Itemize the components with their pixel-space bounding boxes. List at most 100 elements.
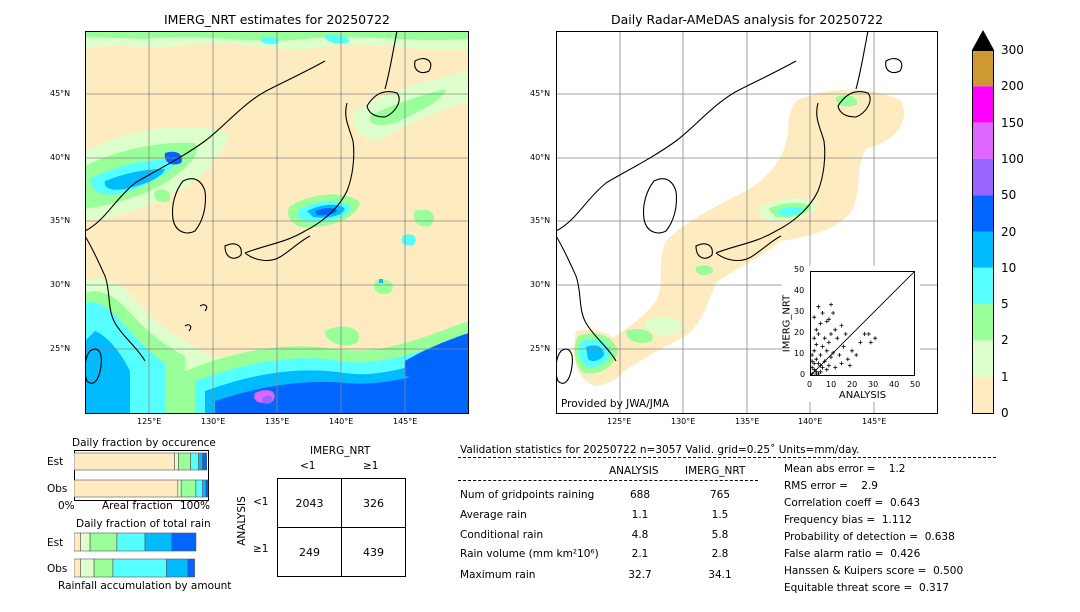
right-lat-label-30: 30°N [530, 280, 551, 289]
stacked-bar-segment [198, 452, 203, 471]
score-mae: Mean abs error = 1.2 [784, 463, 906, 475]
scatter-point [820, 365, 825, 370]
contingency-cell-false-alarm: 326 [341, 478, 406, 528]
scatter-point [829, 332, 833, 336]
scatter-point [833, 365, 838, 370]
scatter-point [841, 344, 846, 349]
scatter-point [826, 317, 831, 322]
stacked-bar-segment [190, 452, 199, 471]
stat-row-label-1: Average rain [460, 509, 527, 521]
scatter-xtick-50: 50 [910, 380, 921, 389]
scatter-point [822, 359, 827, 364]
stacked-bar-segment [202, 479, 207, 498]
colorbar-tick-label: 100 [1001, 151, 1024, 166]
right-lon-label-135: 135°E [735, 417, 760, 426]
left-lon-label-130: 130°E [201, 417, 226, 426]
stacked-bar-segment [177, 479, 182, 498]
scatter-point [839, 323, 844, 328]
scatter-xtick-40: 40 [889, 380, 900, 389]
scatter-ytick-40: 40 [794, 286, 805, 295]
scatter-point [866, 332, 871, 336]
total-est-label: Est [47, 537, 64, 549]
stacked-bar-segment [171, 532, 197, 552]
stat-row-label-0: Num of gridpoints raining [460, 489, 595, 501]
scatter-point [810, 353, 815, 357]
colorbar-tick-label: 50 [1001, 188, 1017, 203]
stacked-bar-segment [74, 479, 179, 498]
colorbar-segment [972, 50, 993, 87]
stacked-bar-segment [112, 558, 167, 578]
score-frequency-bias: Frequency bias = 1.112 [784, 514, 912, 526]
colorbar-segment [972, 86, 993, 123]
scatter-point [816, 304, 821, 309]
scatter-point [824, 319, 829, 324]
colorbar-segment [972, 304, 993, 341]
scatter-point [814, 327, 819, 332]
right-lon-label-130: 130°E [671, 417, 696, 426]
left-map [85, 31, 469, 414]
score-ets: Equitable threat score = 0.317 [784, 582, 950, 594]
stat-row-imerg-3: 2.8 [711, 548, 729, 560]
left-map-title: IMERG_NRT estimates for 20250722 [163, 12, 390, 27]
score-correlation: Correlation coeff = 0.643 [784, 497, 920, 509]
occurrence-axis-left: 0% [58, 500, 75, 512]
contingency-row-label: ANALYSIS [236, 496, 248, 546]
occurrence-obs-label: Obs [47, 483, 68, 495]
scatter-point [818, 321, 823, 326]
scatter-point [831, 350, 836, 355]
score-pod: Probability of detection = 0.638 [784, 531, 955, 543]
stacked-bar-segment [74, 452, 175, 471]
scatter-point [820, 311, 825, 315]
colorbar [972, 30, 994, 414]
contingency-col-lt: <1 [300, 460, 316, 472]
scatter-point [818, 369, 823, 374]
scatter-point [862, 332, 867, 336]
stat-row-label-3: Rain volume (mm km²10⁶) [460, 548, 599, 560]
left-lat-label-45: 45°N [50, 89, 71, 98]
scatter-xtick-30: 30 [868, 380, 879, 389]
colorbar-segment [972, 340, 993, 377]
scatter-point [839, 361, 844, 366]
left-lon-label-125: 125°E [137, 417, 162, 426]
scatter-point [845, 357, 850, 362]
right-lon-label-140: 140°E [798, 417, 823, 426]
stacked-bar-segment [89, 532, 118, 552]
colorbar-tick-label: 0 [1001, 406, 1009, 420]
total-caption: Rainfall accumulation by amount [58, 580, 232, 592]
scatter-point [850, 348, 854, 353]
scatter-point [843, 332, 848, 336]
scatter-point [835, 336, 840, 341]
stat-row-imerg-1: 1.5 [711, 509, 729, 521]
contingency-cell-miss: 249 [277, 527, 342, 577]
contingency-cell-hit: 439 [341, 527, 406, 577]
stat-row-analysis-4: 32.7 [628, 569, 652, 581]
data-credit: Provided by JWA/JMA [561, 398, 670, 410]
stacked-bar-segment [205, 479, 209, 498]
colorbar-tick-label: 300 [1001, 43, 1024, 57]
right-lon-label-125: 125°E [607, 417, 632, 426]
stacked-bar-segment [144, 532, 173, 552]
contingency-title: IMERG_NRT [310, 445, 371, 457]
validation-header: Validation statistics for 20250722 n=305… [460, 444, 860, 456]
contingency-cell-hit-none: 2043 [277, 478, 342, 528]
scatter-xtick-0: 0 [807, 380, 813, 389]
scatter-point [854, 353, 859, 357]
validation-subdivider [458, 480, 758, 481]
scatter-point [820, 344, 825, 349]
stat-row-analysis-2: 4.8 [631, 529, 649, 541]
scatter-point [814, 371, 819, 376]
colorbar-segment [972, 158, 993, 196]
left-lat-label-25: 25°N [50, 344, 71, 353]
scatter-xtick-20: 20 [847, 380, 858, 389]
right-lat-label-25: 25°N [530, 344, 551, 353]
colorbar-segment [972, 231, 993, 268]
left-lon-label-140: 140°E [329, 417, 354, 426]
colorbar-tick-label: 20 [1001, 224, 1017, 239]
scatter-point [847, 363, 852, 368]
colorbar-segment [972, 267, 993, 305]
scatter-xtick-10: 10 [826, 380, 837, 389]
scatter-point [829, 302, 833, 307]
stacked-bar-segment [178, 452, 191, 471]
stacked-bar-segment [195, 479, 203, 498]
scatter-xlabel: ANALYSIS [838, 390, 887, 401]
